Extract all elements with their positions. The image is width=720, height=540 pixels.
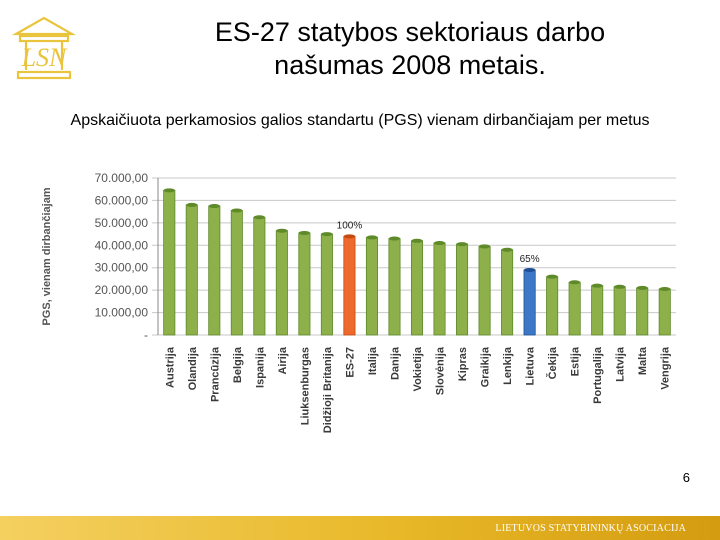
- bar-cap-Vengrija: [659, 287, 671, 292]
- bar-cap-Lietuva: [523, 267, 536, 272]
- bar-cap-Ispanija: [253, 215, 265, 220]
- chart-subtitle: Apskaičiuota perkamosios galios standart…: [70, 112, 650, 129]
- x-tick-label: Didžioji Britanija: [322, 346, 334, 433]
- x-tick-label: Liuksenburgas: [299, 347, 311, 425]
- x-tick-label: Lietuva: [525, 346, 537, 385]
- bar-Italija: [365, 237, 378, 336]
- annotation-label: 65%: [520, 254, 540, 265]
- slide-number: 6: [682, 470, 690, 485]
- annotation-label: 100%: [337, 220, 363, 231]
- bar-Airija: [275, 230, 288, 336]
- bar-Slovėnija: [433, 242, 446, 336]
- y-axis-label: PGS, vienam dirbančiajam: [41, 187, 53, 325]
- bar-Lenkija: [501, 249, 514, 336]
- bar-Olandija: [185, 204, 198, 336]
- x-tick-label: Estija: [570, 346, 582, 376]
- bar-cap-Danija: [388, 236, 401, 241]
- bar-cap-Čekija: [546, 274, 558, 279]
- x-tick-label: Vokietija: [412, 346, 424, 391]
- bar-Estija: [568, 281, 581, 336]
- x-tick-label: Airija: [277, 346, 289, 374]
- x-tick-label: Čekija: [546, 346, 559, 379]
- bar-cap-Slovėnija: [433, 241, 446, 246]
- svg-text:LSN: LSN: [21, 43, 68, 72]
- bar-cap-Portugalija: [591, 283, 603, 288]
- x-tick-label: ES-27: [344, 347, 356, 378]
- lsn-monogram-icon: LSN: [11, 16, 77, 80]
- bar-ES-27: [343, 235, 356, 336]
- bar-cap-Latvija: [614, 284, 626, 289]
- y-tick-label: 10.000,00: [95, 306, 149, 320]
- productivity-bar-chart: - 10.000,00 20.000,00 30.000,00 40.000,00 50.…: [41, 171, 676, 433]
- footer-organization: LIETUVOS STATYBININKŲ ASOCIACIJA: [495, 523, 686, 534]
- bar-cap-Kipras: [456, 242, 468, 247]
- bar-Prancūzija: [208, 205, 221, 336]
- bar-Lietuva: [523, 269, 536, 336]
- bar-Latvija: [613, 286, 626, 336]
- x-tick-label: Lenkija: [502, 346, 514, 385]
- title-line-2: našumas 2008 metais.: [274, 50, 546, 80]
- bar-cap-Austrija: [163, 188, 175, 193]
- y-tick-label: 40.000,00: [95, 238, 149, 252]
- bar-Danija: [388, 238, 401, 336]
- bar-Graikija: [478, 246, 491, 336]
- x-tick-label: Kipras: [457, 347, 469, 381]
- bar-Vengrija: [658, 288, 671, 336]
- bar-Malta: [636, 287, 649, 336]
- y-tick-label: 50.000,00: [95, 216, 149, 230]
- bar-Didžioji Britanija: [320, 233, 333, 336]
- x-tick-label: Olandija: [187, 346, 199, 390]
- footer-band: LIETUVOS STATYBININKŲ ASOCIACIJA: [0, 516, 720, 540]
- bar-Portugalija: [591, 285, 604, 336]
- bar-Ispanija: [253, 216, 266, 336]
- bar-cap-Liuksenburgas: [298, 230, 311, 235]
- x-tick-label: Belgija: [232, 346, 244, 383]
- bar-cap-Italija: [366, 235, 378, 240]
- bar-cap-Prancūzija: [208, 204, 220, 209]
- x-tick-label: Danija: [389, 346, 401, 380]
- x-tick-label: Slovėnija: [435, 346, 447, 395]
- bar-cap-Olandija: [186, 202, 198, 207]
- title-line-1: ES-27 statybos sektoriaus darbo: [214, 17, 606, 47]
- bar-cap-Didžioji Britanija: [321, 232, 333, 237]
- bar-cap-Vokietija: [411, 238, 423, 243]
- x-tick-label: Vengrija: [660, 346, 672, 390]
- y-tick-label: 70.000,00: [95, 171, 149, 185]
- x-tick-label: Austrija: [164, 346, 176, 388]
- y-tick-label: -: [144, 328, 148, 342]
- bar-Liuksenburgas: [298, 232, 311, 336]
- x-tick-label: Graikija: [480, 346, 492, 387]
- bar-cap-Belgija: [231, 208, 243, 213]
- bar-cap-Estija: [569, 280, 581, 285]
- bar-cap-Malta: [636, 285, 648, 290]
- bar-cap-Lenkija: [501, 247, 513, 252]
- bar-cap-ES-27: [343, 234, 356, 239]
- bar-Čekija: [546, 276, 559, 336]
- bar-Austrija: [163, 189, 176, 336]
- bar-cap-Airija: [276, 228, 288, 233]
- y-tick-label: 60.000,00: [95, 193, 149, 207]
- y-tick-label: 30.000,00: [95, 261, 149, 275]
- x-tick-label: Ispanija: [254, 346, 266, 388]
- y-tick-label: 20.000,00: [95, 283, 149, 297]
- x-tick-label: Malta: [637, 346, 649, 375]
- bar-Belgija: [230, 210, 243, 336]
- bar-Kipras: [456, 243, 469, 336]
- x-tick-label: Prancūzija: [209, 346, 221, 402]
- x-tick-label: Latvija: [615, 346, 627, 382]
- bar-cap-Graikija: [478, 244, 491, 249]
- bar-Vokietija: [410, 240, 424, 336]
- page-title: ES-27 statybos sektoriaus darbo našumas …: [150, 16, 670, 82]
- x-tick-label: Portugalija: [592, 346, 604, 404]
- x-tick-label: Italija: [367, 346, 379, 375]
